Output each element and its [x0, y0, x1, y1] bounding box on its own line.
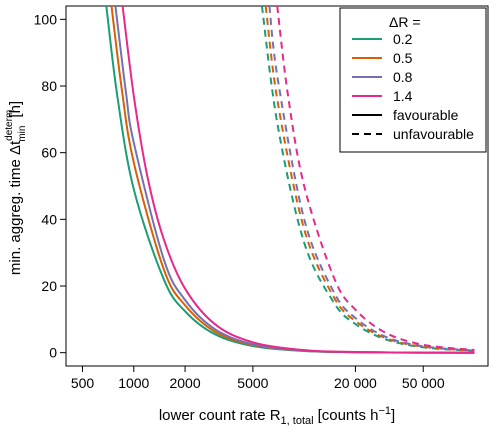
y-axis-label: min. aggreg. time Δtdeterm min [h] [4, 101, 28, 275]
legend-label: favourable [393, 107, 459, 123]
series-line-unfavourable-0-8 [268, 6, 475, 352]
x-axis-label-units-end: ] [391, 407, 395, 424]
legend-label: 0.8 [393, 69, 413, 85]
legend-box [339, 7, 487, 153]
x-axis-label-main: lower count rate R [159, 407, 281, 424]
x-tick-label: 1000 [118, 375, 149, 391]
y-axis-label-superscript: determ [4, 110, 15, 141]
x-tick-label: 2000 [169, 375, 200, 391]
y-axis-label-main: min. aggreg. time Δt [7, 140, 24, 275]
y-tick-label: 80 [41, 78, 57, 94]
series-line-favourable-1-4 [121, 6, 475, 354]
x-tick-label: 5000 [237, 375, 268, 391]
series-line-unfavourable-1-4 [276, 6, 475, 351]
series-layer [105, 6, 475, 354]
y-tick-label: 40 [41, 211, 57, 227]
y-axis-label-units: [h] [7, 101, 24, 118]
y-tick-label: 0 [49, 345, 57, 361]
legend-label: unfavourable [393, 126, 474, 142]
legend-label: 1.4 [393, 88, 413, 104]
y-axis: 0 20 40 60 80 100 [34, 11, 66, 361]
series-line-unfavourable-0-5 [264, 6, 475, 352]
legend: ΔR = 0.2 0.5 0.8 1.4 favourable unfavourable [339, 7, 487, 153]
legend-label: 0.5 [393, 50, 413, 66]
plot-frame [65, 5, 489, 367]
y-axis-label-subscript: min [17, 126, 28, 142]
legend-entries: 0.2 0.5 0.8 1.4 favourable unfavourable [352, 31, 474, 142]
legend-title: ΔR = [389, 14, 421, 30]
x-axis: 500 1000 2000 5000 20 000 50 000 [71, 366, 445, 391]
x-axis-label-subscript: 1, total [281, 415, 314, 427]
x-tick-label: 500 [71, 375, 95, 391]
legend-label: 0.2 [393, 31, 413, 47]
x-axis-label: lower count rate R1, total [counts h−1] [159, 405, 395, 427]
x-axis-label-units: [counts h [318, 407, 379, 424]
x-axis-label-units-superscript: −1 [378, 405, 391, 417]
x-tick-label: 20 000 [334, 375, 377, 391]
y-tick-label: 20 [41, 278, 57, 294]
y-tick-label: 60 [41, 145, 57, 161]
y-tick-label: 100 [34, 11, 58, 27]
x-tick-label: 50 000 [402, 375, 445, 391]
